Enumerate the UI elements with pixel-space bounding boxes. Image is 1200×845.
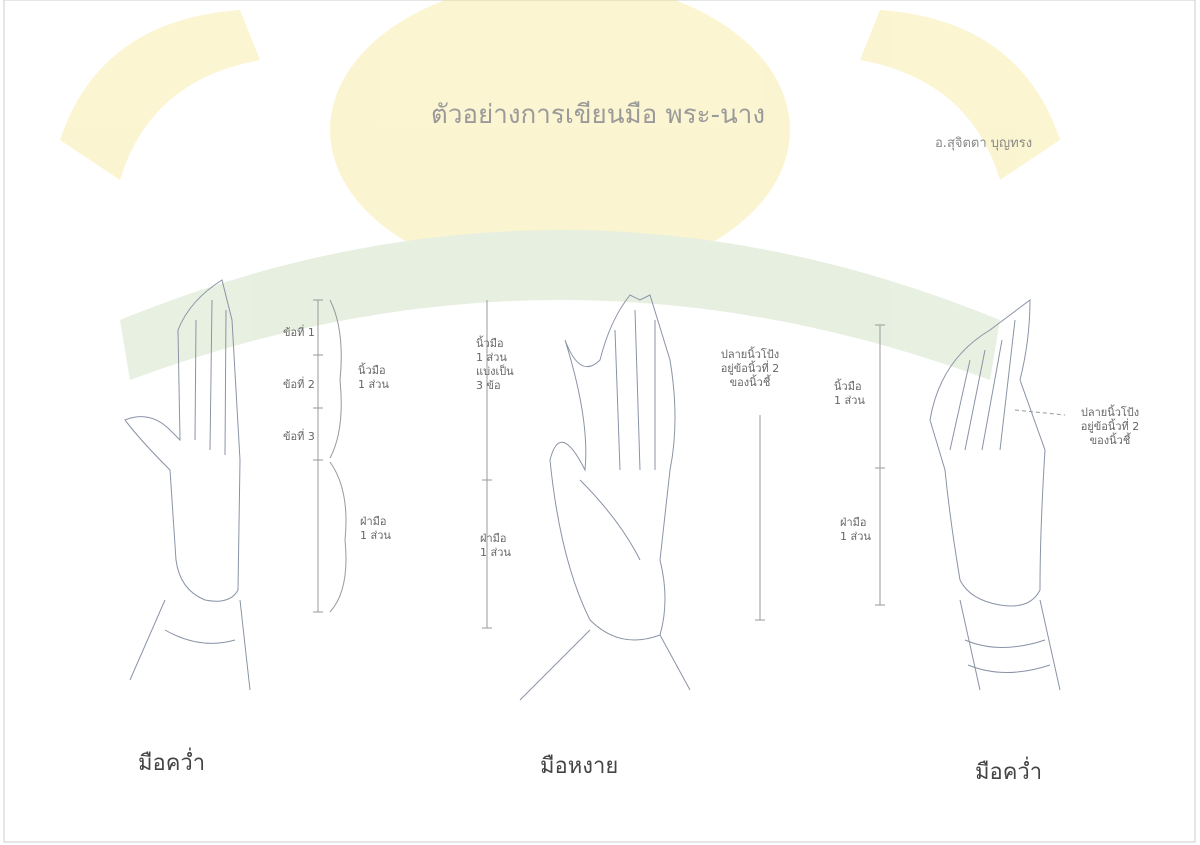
note-line: ฝ่ามือ [840,516,871,530]
note-line: นิ้วมือ [476,337,514,351]
note-line: 1 ส่วน [360,529,391,543]
author: อ.สุจิตตา บุญทรง [935,132,1032,153]
note-line: 1 ส่วน [358,378,389,392]
note-line: 3 ข้อ [476,379,514,393]
note-line: ของนิ้วชี้ [721,376,780,390]
note-line: นิ้วมือ [358,364,389,378]
page: ตัวอย่างการเขียนมือ พระ-นาง อ.สุจิตตา บุ… [0,0,1200,845]
note-line: 1 ส่วน [480,546,511,560]
note-line: ปลายนิ้วโป้ง [1081,406,1140,420]
note-line: ข้อที่ 1 [283,326,315,340]
note-line: ข้อที่ 3 [283,430,315,444]
note-line: นิ้วมือ [834,380,865,394]
note-line: ฝ่ามือ [360,515,391,529]
note: ข้อที่ 1 [283,326,315,340]
title: ตัวอย่างการเขียนมือ พระ-นาง [431,94,765,135]
note-line: 1 ส่วน [834,394,865,408]
note-line: ฝ่ามือ [480,532,511,546]
note-line: 1 ส่วน [476,351,514,365]
note-line: อยู่ข้อนิ้วที่ 2 [721,362,780,376]
note-line: ของนิ้วชี้ [1081,434,1140,448]
note-line: ปลายนิ้วโป้ง [721,348,780,362]
watermark [60,0,1060,380]
caption: มือคว่ำ [138,745,205,780]
caption: มือหงาย [540,748,618,783]
note: ข้อที่ 2 [283,378,315,392]
note-line: 1 ส่วน [840,530,871,544]
note: ข้อที่ 3 [283,430,315,444]
note-line: แบ่งเป็น [476,365,514,379]
caption: มือคว่ำ [975,754,1042,789]
note-line: อยู่ข้อนิ้วที่ 2 [1081,420,1140,434]
note-line: ข้อที่ 2 [283,378,315,392]
